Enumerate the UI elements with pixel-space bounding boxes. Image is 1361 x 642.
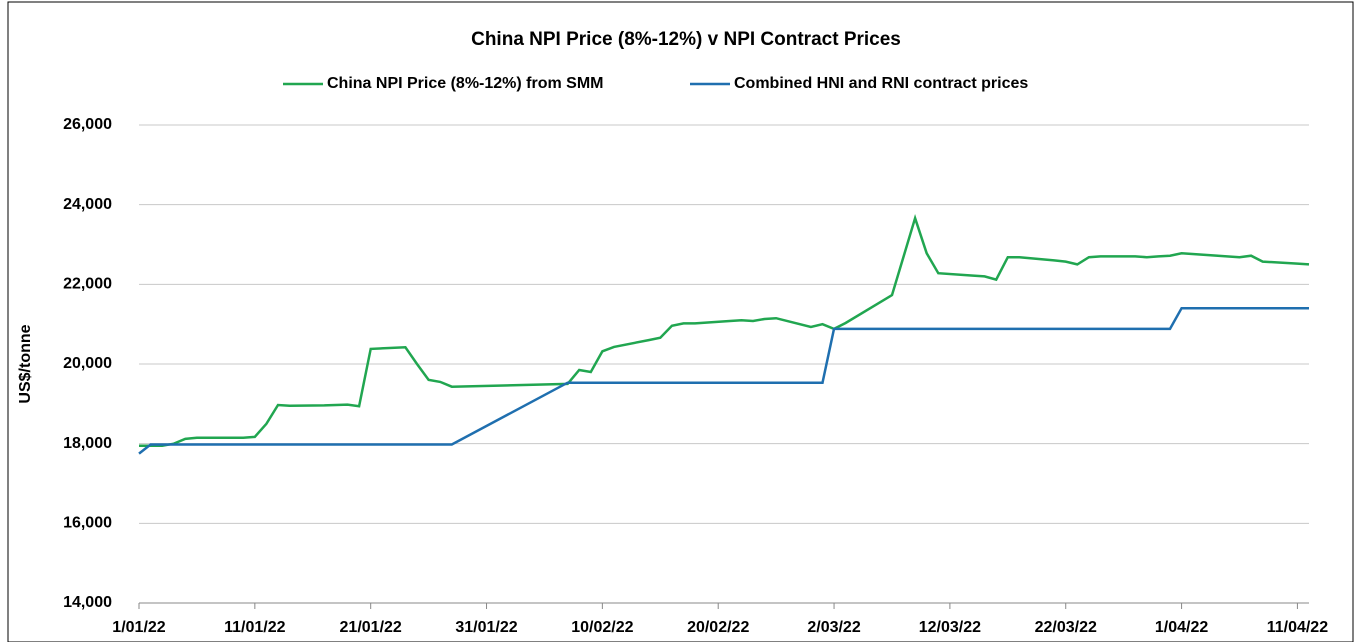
chart-title: China NPI Price (8%-12%) v NPI Contract … xyxy=(471,29,901,50)
legend-label: Combined HNI and RNI contract prices xyxy=(734,75,1028,92)
legend-label: China NPI Price (8%-12%) from SMM xyxy=(327,75,604,92)
y-axis-label: US$/tonne xyxy=(17,324,34,403)
line-series xyxy=(138,306,1309,455)
y-tick-label: 16,000 xyxy=(63,515,112,532)
line-series xyxy=(139,214,1310,447)
y-tick-label: 26,000 xyxy=(63,116,112,133)
x-tick-label: 21/01/22 xyxy=(340,619,402,636)
x-tick-label: 12/03/22 xyxy=(919,619,981,636)
x-tick-label: 20/02/22 xyxy=(687,619,749,636)
chart-frame xyxy=(7,1,1354,642)
x-tick-label: 1/04/22 xyxy=(1155,619,1208,636)
x-tick-label: 11/04/22 xyxy=(1267,619,1329,636)
y-tick-label: 20,000 xyxy=(63,355,112,372)
y-tick-label: 14,000 xyxy=(63,594,112,611)
y-tick-label: 22,000 xyxy=(63,276,112,293)
x-tick-label: 11/01/22 xyxy=(224,619,286,636)
x-tick-label: 22/03/22 xyxy=(1035,619,1097,636)
y-tick-label: 24,000 xyxy=(63,196,112,213)
x-tick-label: 10/02/22 xyxy=(571,619,633,636)
x-tick-label: 2/03/22 xyxy=(807,619,860,636)
x-tick-label: 31/01/22 xyxy=(455,619,517,636)
y-tick-label: 18,000 xyxy=(63,435,112,452)
x-tick-label: 1/01/22 xyxy=(112,619,165,636)
